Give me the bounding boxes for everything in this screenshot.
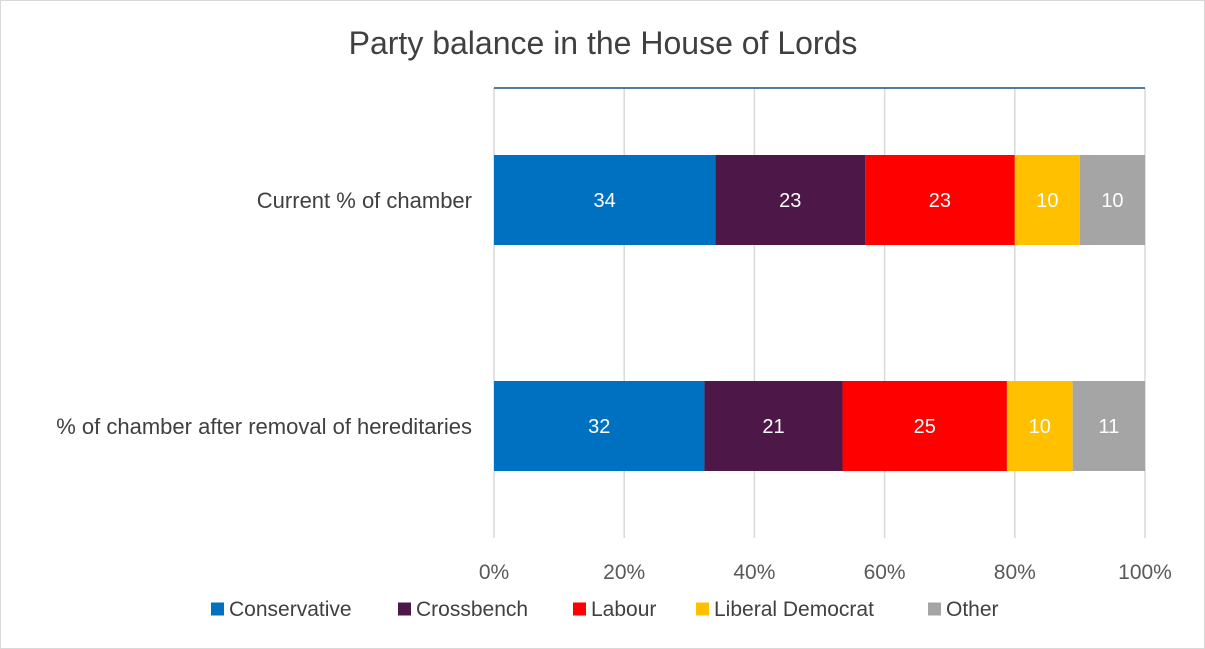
legend-label-labour[interactable]: Labour: [591, 598, 656, 621]
bar-crossbench-2[interactable]: [704, 381, 843, 471]
data-label-conservative-2: 32: [588, 416, 610, 438]
bar-labour-2[interactable]: [842, 381, 1007, 471]
category-label-1: Current % of chamber: [257, 188, 472, 213]
data-label-other-2: 11: [1098, 416, 1119, 438]
bar-labour-1[interactable]: [865, 155, 1015, 245]
bar-crossbench-1[interactable]: [715, 155, 866, 245]
chart-title: Party balance in the House of Lords: [349, 25, 858, 61]
data-label-labour-1: 23: [929, 190, 951, 212]
data-label-labour-2: 25: [914, 416, 936, 438]
legend-swatch-labour[interactable]: [573, 602, 586, 616]
bar-other-2[interactable]: [1072, 381, 1145, 471]
bar-conservative-2[interactable]: [494, 381, 705, 471]
legend[interactable]: Conservative Crossbench Labour Liberal Demo…: [211, 598, 999, 621]
legend-label-other[interactable]: Other: [946, 598, 999, 621]
bar-liberal-democrat-1[interactable]: [1014, 155, 1080, 245]
x-tick-label-5: 80%: [994, 561, 1036, 584]
legend-label-conservative[interactable]: Conservative: [229, 598, 352, 621]
bar-other-1[interactable]: [1079, 155, 1145, 245]
legend-swatch-crossbench[interactable]: [398, 602, 411, 616]
x-tick-label-6: 100%: [1118, 561, 1172, 584]
legend-label-crossbench[interactable]: Crossbench: [416, 598, 528, 621]
x-tick-label-3: 40%: [733, 561, 775, 584]
x-axis-ticks: 0% 20% 40% 60% 80% 100%: [479, 561, 1172, 584]
x-tick-label-2: 20%: [603, 561, 645, 584]
x-tick-label-1: 0%: [479, 561, 509, 584]
data-label-crossbench-1: 23: [779, 190, 801, 212]
category-labels: Current % of chamber % of chamber after r…: [56, 188, 472, 439]
x-tick-label-4: 60%: [864, 561, 906, 584]
bar-conservative-1[interactable]: [494, 155, 716, 245]
legend-swatch-other[interactable]: [928, 602, 941, 616]
bars: 34 23 23 10 10 32 21 25 10 11: [494, 155, 1145, 471]
data-label-liberal-democrat-2: 10: [1029, 416, 1051, 438]
legend-swatch-liberal-democrat[interactable]: [696, 602, 709, 616]
bar-liberal-democrat-2[interactable]: [1006, 381, 1073, 471]
data-label-conservative-1: 34: [594, 190, 616, 212]
category-label-2: % of chamber after removal of hereditari…: [56, 414, 472, 439]
legend-swatch-conservative[interactable]: [211, 602, 224, 616]
data-label-liberal-democrat-1: 10: [1036, 190, 1058, 212]
data-label-other-1: 10: [1101, 190, 1123, 212]
data-label-crossbench-2: 21: [762, 416, 784, 438]
legend-label-liberal-democrat[interactable]: Liberal Democrat: [714, 598, 874, 621]
